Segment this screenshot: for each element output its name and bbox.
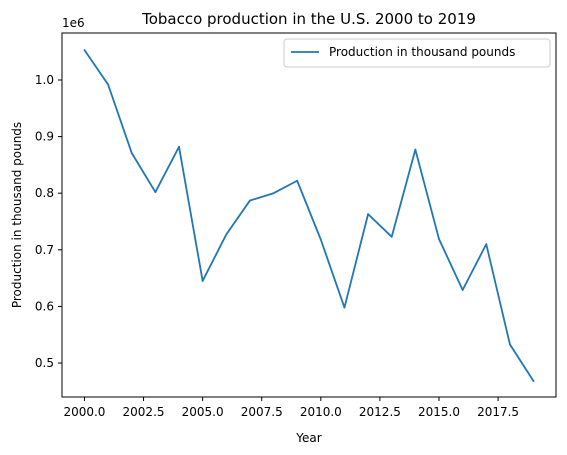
data-point: [202, 280, 204, 282]
y-tick-label: 0.7: [35, 243, 54, 257]
series-line: [84, 50, 533, 381]
data-point: [344, 307, 346, 309]
x-tick-label: 2002.5: [123, 405, 165, 419]
data-point: [131, 152, 133, 154]
data-point: [438, 238, 440, 240]
plot-area-frame: [62, 33, 556, 397]
data-point: [391, 236, 393, 238]
x-axis-label: Year: [295, 431, 321, 445]
data-point: [84, 49, 86, 51]
data-point: [296, 180, 298, 182]
y-tick-label: 0.6: [35, 299, 54, 313]
y-tick-label: 0.8: [35, 186, 54, 200]
y-tick-label: 1.0: [35, 73, 54, 87]
legend-label: Production in thousand pounds: [329, 45, 515, 59]
y-tick-label: 0.5: [35, 356, 54, 370]
x-tick-label: 2015.0: [418, 405, 460, 419]
data-point: [225, 234, 227, 236]
y-offset-text: 1e6: [62, 16, 85, 30]
y-tick-label: 0.9: [35, 130, 54, 144]
x-tick-label: 2005.0: [182, 405, 224, 419]
data-point: [485, 243, 487, 245]
x-tick-label: 2007.5: [241, 405, 283, 419]
series-group: [84, 49, 535, 382]
x-axis-ticks: 2000.0 2002.5 2005.0 2007.5 2010.0 2012.5 2015…: [63, 397, 519, 419]
data-point: [320, 239, 322, 241]
x-tick-label: 2017.5: [477, 405, 519, 419]
data-point: [462, 289, 464, 291]
x-tick-label: 2010.0: [300, 405, 342, 419]
data-point: [367, 213, 369, 215]
data-point: [107, 84, 109, 86]
y-axis-ticks: 0.5 0.6 0.7 0.8 0.9 1.0: [35, 73, 62, 370]
x-tick-label: 2012.5: [359, 405, 401, 419]
data-point: [178, 146, 180, 148]
chart-title: Tobacco production in the U.S. 2000 to 2…: [141, 10, 476, 28]
data-point: [509, 343, 511, 345]
data-point: [414, 149, 416, 151]
data-point: [533, 380, 535, 382]
y-axis-label: Production in thousand pounds: [10, 122, 24, 308]
data-point: [273, 192, 275, 194]
x-tick-label: 2000.0: [63, 405, 105, 419]
data-point: [154, 191, 156, 193]
data-point: [249, 200, 251, 202]
legend: Production in thousand pounds: [284, 39, 550, 67]
